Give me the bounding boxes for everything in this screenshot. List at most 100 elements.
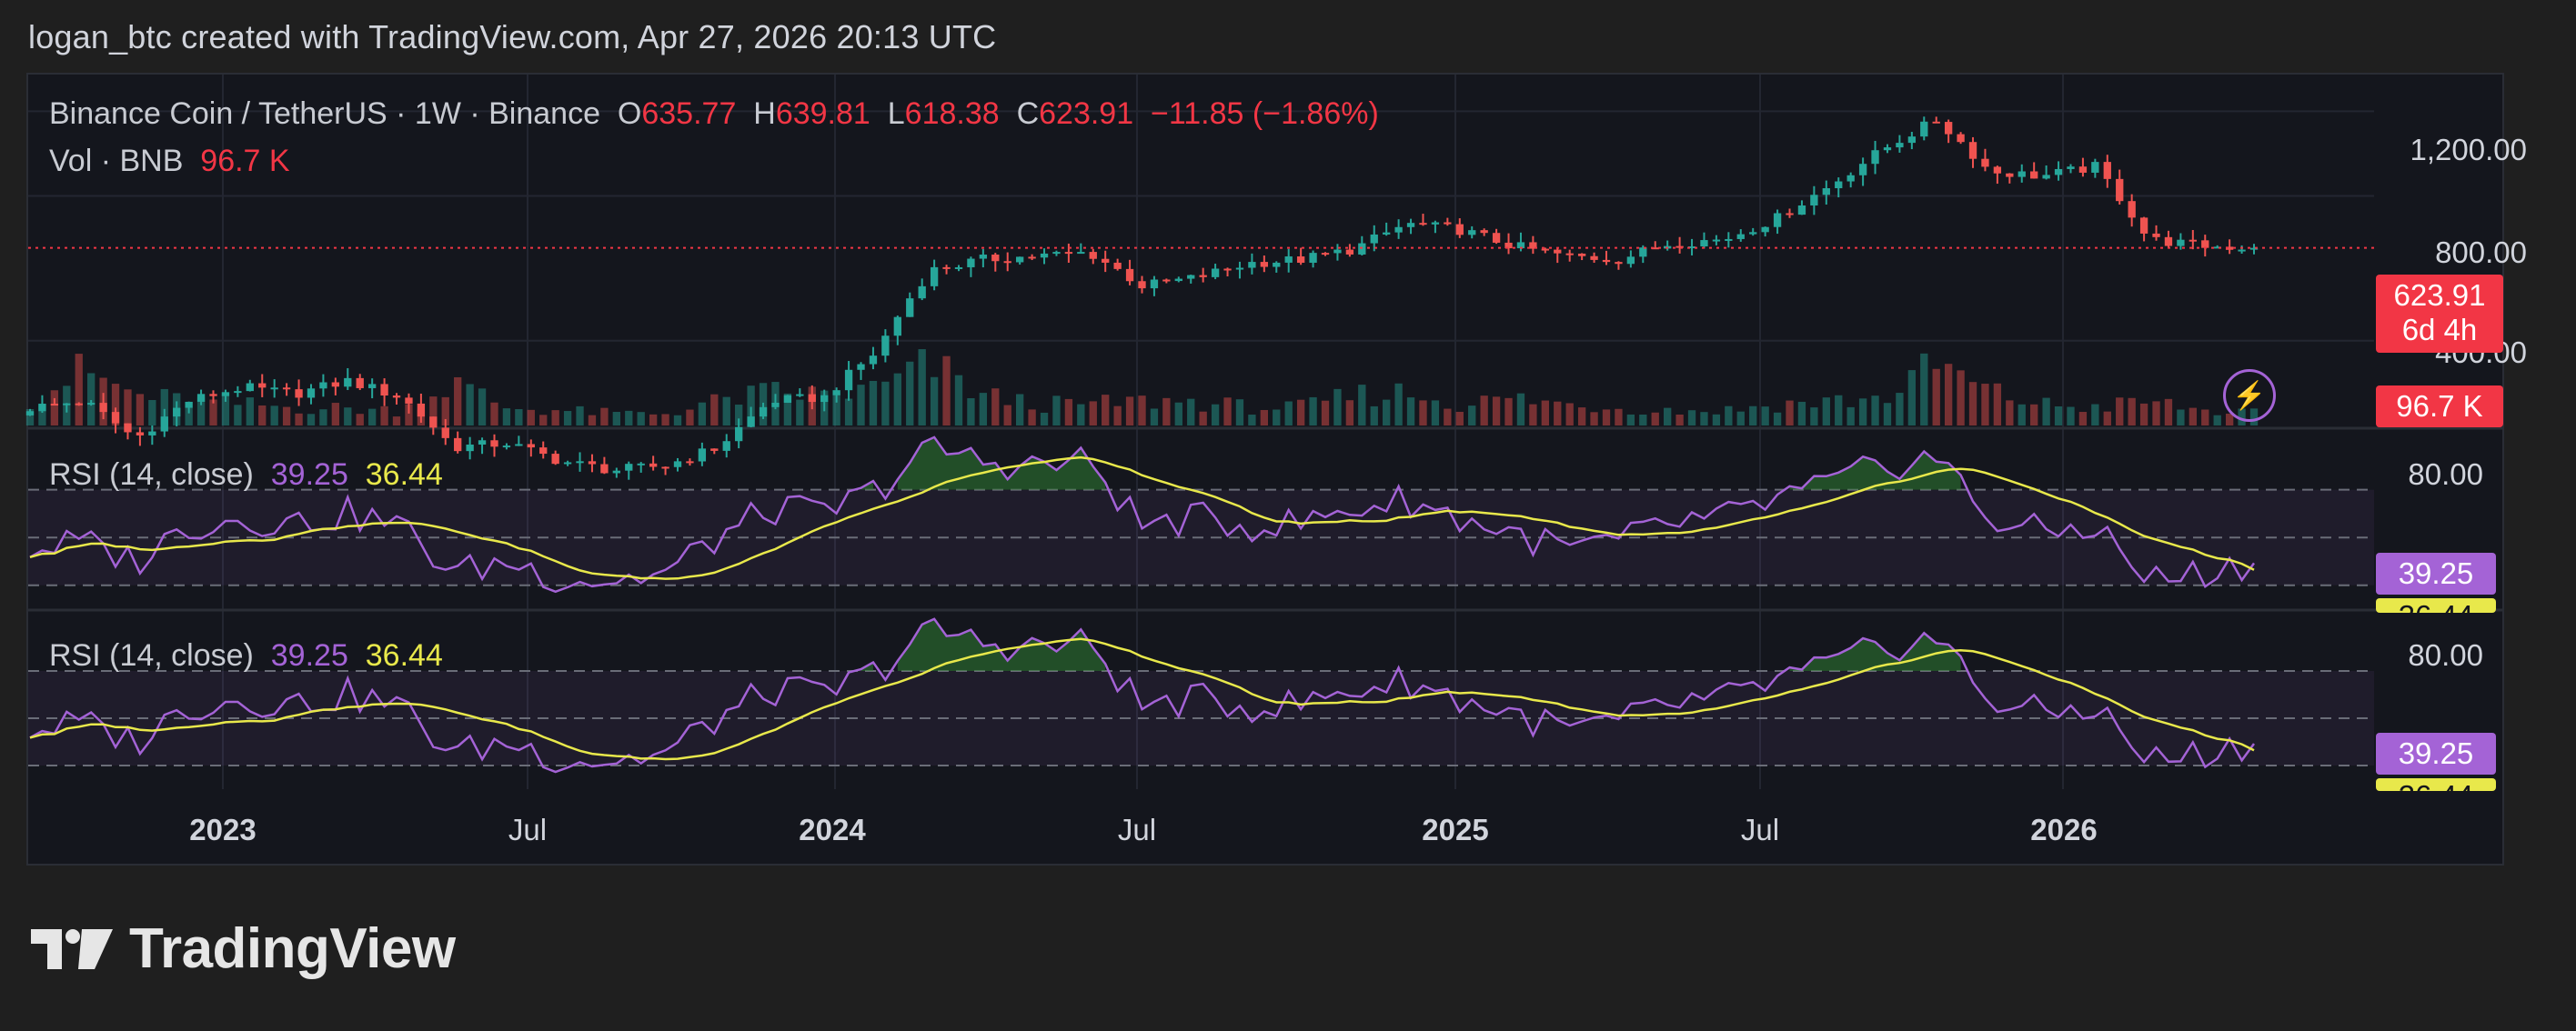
chart-frame[interactable] — [26, 73, 2504, 866]
candle-body — [1089, 252, 1097, 259]
candle-body — [1932, 121, 1940, 124]
candle-body — [1687, 246, 1696, 249]
volume-bar — [2225, 413, 2234, 425]
volume-bar — [2213, 415, 2221, 425]
candle-body — [87, 403, 96, 405]
volume-bar — [1028, 409, 1036, 425]
candle-body — [1260, 262, 1269, 267]
candle-body — [1749, 232, 1757, 235]
candle-body — [173, 407, 181, 417]
candle-body — [1761, 226, 1769, 233]
volume-bar — [2078, 412, 2088, 425]
volume-bar — [637, 412, 645, 425]
volume-bar — [1822, 397, 1830, 425]
volume-bar — [429, 396, 438, 425]
candle-body — [1712, 239, 1721, 242]
candle-body — [698, 448, 707, 462]
candle-body — [356, 377, 364, 388]
volume-bar — [392, 416, 401, 425]
candle-body — [1174, 278, 1182, 282]
candle-body — [1957, 134, 1965, 143]
candle-body — [38, 404, 46, 412]
candle-body — [2078, 166, 2088, 173]
volume-bar — [1187, 398, 1195, 425]
candle-body — [405, 397, 413, 404]
volume-bar — [246, 397, 254, 425]
candle-body — [258, 383, 267, 388]
candle-body — [429, 416, 438, 428]
candle-body — [551, 454, 559, 465]
volume-bar — [2006, 400, 2014, 425]
candle-body — [1028, 256, 1036, 259]
candle-body — [1786, 213, 1794, 215]
time-label-jul-2023: Jul — [508, 813, 548, 846]
time-label-jul-2024: Jul — [1117, 813, 1157, 846]
candle-body — [1187, 275, 1195, 279]
candle-body — [1480, 230, 1488, 234]
volume-bar — [295, 413, 303, 425]
candle-body — [588, 461, 597, 465]
volume-bar — [539, 415, 548, 425]
volume-bar — [857, 385, 865, 425]
volume-bar — [930, 376, 939, 425]
volume-bar — [270, 405, 278, 425]
candle-body — [1444, 222, 1452, 225]
volume-bar — [1554, 401, 1562, 425]
tradingview-logo-icon — [31, 928, 113, 969]
candle-body — [295, 389, 303, 398]
candle-body — [1492, 233, 1501, 243]
candle-body — [710, 448, 719, 451]
candle-body — [600, 464, 609, 474]
candle-body — [2006, 173, 2014, 177]
candle-body — [1015, 256, 1024, 263]
volume-bar — [1700, 412, 1708, 425]
volume-label[interactable]: Vol · BNB — [49, 144, 184, 178]
volume-bar — [1003, 405, 1011, 425]
time-label-2024: 2024 — [799, 813, 866, 846]
candle-body — [1284, 256, 1293, 263]
lightning-icon[interactable]: ⚡ — [2223, 369, 2276, 422]
candle-body — [2091, 162, 2099, 173]
candle-body — [2189, 239, 2197, 242]
candle-body — [319, 382, 327, 389]
volume-bar — [258, 405, 267, 425]
candle-body — [2225, 246, 2234, 250]
candle-body — [673, 461, 682, 467]
candle-body — [1003, 261, 1011, 264]
volume-bar — [2128, 397, 2136, 425]
rsi1-overbought-fill — [1789, 451, 1961, 490]
bar-countdown: 6d 4h — [2401, 313, 2478, 346]
candle-body — [1602, 259, 1611, 263]
candle-body — [1822, 188, 1830, 195]
volume-bar — [124, 389, 132, 425]
candle-body — [1504, 242, 1513, 249]
candle-body — [930, 266, 939, 286]
rsi2-tag: 39.25 — [2376, 733, 2496, 775]
volume-bar — [600, 407, 609, 425]
volume-bar — [1284, 401, 1293, 425]
brand-logo: TradingView — [31, 916, 456, 981]
rsi1-label[interactable]: RSI (14, close) — [49, 457, 254, 492]
candle-body — [2238, 249, 2246, 252]
volume-bar — [1786, 400, 1794, 425]
volume-bar — [234, 405, 242, 425]
candle-body — [1626, 256, 1635, 265]
symbol-label[interactable]: Binance Coin / TetherUS · 1W · Binance — [49, 96, 600, 131]
candle-body — [1309, 253, 1317, 264]
candle-body — [160, 416, 168, 432]
volume-bar — [1615, 408, 1623, 425]
candle-body — [2067, 166, 2075, 169]
volume-bar — [588, 415, 597, 425]
rsi2-legend: RSI (14, close) 39.25 36.44 — [49, 638, 443, 674]
volume-bar — [1273, 409, 1281, 425]
volume-bar — [2054, 405, 2063, 425]
candle-body — [1162, 279, 1171, 282]
rsi2-label[interactable]: RSI (14, close) — [49, 638, 254, 673]
candle-body — [2152, 233, 2160, 237]
volume-bar — [1102, 395, 1110, 425]
low-label: L — [887, 96, 905, 131]
candle-body — [967, 258, 975, 267]
candle-body — [649, 463, 658, 467]
volume-bar — [979, 393, 988, 425]
